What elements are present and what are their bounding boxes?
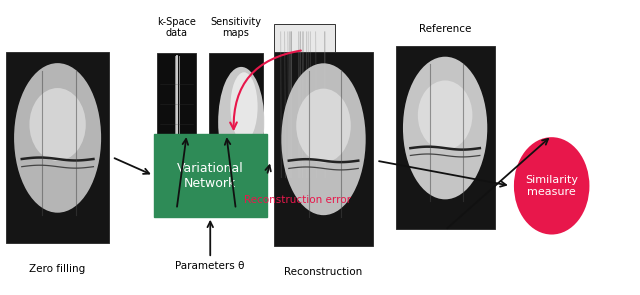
FancyBboxPatch shape	[154, 134, 267, 217]
Bar	[6, 52, 109, 243]
Text: Reconstruction error: Reconstruction error	[244, 195, 351, 205]
Bar	[157, 53, 196, 206]
Text: Similarity
measure: Similarity measure	[525, 175, 578, 197]
Ellipse shape	[282, 63, 365, 215]
Text: k-Space
data: k-Space data	[157, 17, 196, 38]
Ellipse shape	[29, 88, 86, 161]
Ellipse shape	[218, 67, 264, 177]
Bar	[396, 46, 495, 229]
Ellipse shape	[514, 137, 589, 235]
Bar	[209, 145, 228, 206]
Text: Parameters θ: Parameters θ	[175, 261, 245, 271]
Bar	[274, 52, 373, 246]
Text: Reconstruction: Reconstruction	[284, 267, 363, 277]
Text: Zero filling: Zero filling	[29, 264, 86, 274]
Text: Sensitivity
maps: Sensitivity maps	[211, 17, 261, 38]
Text: Variational
Network: Variational Network	[177, 162, 244, 189]
Bar	[209, 53, 263, 206]
Ellipse shape	[403, 57, 487, 199]
Ellipse shape	[418, 81, 472, 150]
Bar	[274, 24, 335, 186]
Ellipse shape	[296, 88, 351, 163]
Text: Reference: Reference	[419, 24, 471, 34]
Ellipse shape	[14, 63, 101, 213]
Ellipse shape	[230, 72, 258, 141]
